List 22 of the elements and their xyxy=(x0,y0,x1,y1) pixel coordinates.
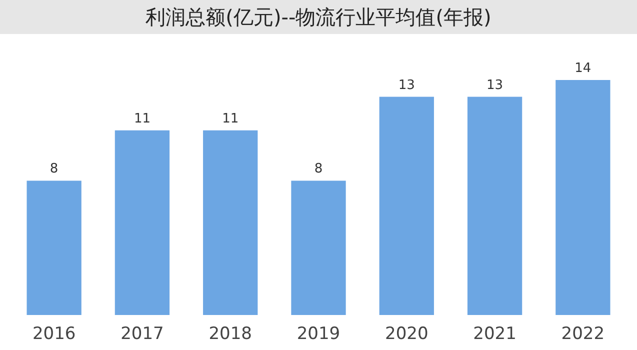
x-tick-label: 2018 xyxy=(208,324,252,344)
chart-title: 利润总额(亿元)--物流行业平均值(年报) xyxy=(146,5,492,29)
data-label: 14 xyxy=(574,61,592,76)
bar xyxy=(291,180,346,315)
bar xyxy=(203,130,258,315)
data-label: 8 xyxy=(50,162,58,177)
data-label: 8 xyxy=(314,162,323,177)
bar xyxy=(114,130,170,315)
x-tick-label: 2017 xyxy=(120,324,164,344)
x-tick-label: 2019 xyxy=(296,324,340,344)
x-tick-label: 2022 xyxy=(561,324,605,344)
x-tick-label: 2020 xyxy=(385,324,428,344)
data-label: 11 xyxy=(134,111,150,126)
data-label: 13 xyxy=(486,78,504,93)
bar xyxy=(379,96,434,315)
data-label: 13 xyxy=(398,78,415,93)
x-tick-label: 2021 xyxy=(473,324,516,344)
bar xyxy=(467,96,522,315)
bar xyxy=(556,80,610,315)
x-tick-label: 2016 xyxy=(32,324,76,344)
bar xyxy=(26,180,82,315)
data-label: 11 xyxy=(222,111,239,126)
